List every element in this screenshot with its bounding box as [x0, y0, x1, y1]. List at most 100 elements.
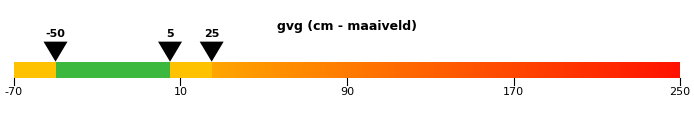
Bar [593, 62, 594, 78]
Bar [303, 62, 304, 78]
Bar [244, 62, 246, 78]
Bar [56, 62, 170, 78]
Bar [459, 62, 460, 78]
Bar [598, 62, 599, 78]
Bar [555, 62, 557, 78]
Bar [413, 62, 415, 78]
Bar [213, 62, 215, 78]
Bar [449, 62, 450, 78]
Bar [248, 62, 249, 78]
Bar [384, 62, 385, 78]
Bar [279, 62, 280, 78]
Bar [507, 62, 509, 78]
Bar [585, 62, 586, 78]
Text: 5: 5 [167, 29, 174, 39]
Bar [380, 62, 382, 78]
Bar [496, 62, 498, 78]
Bar [398, 62, 399, 78]
Bar [575, 62, 577, 78]
Bar [610, 62, 611, 78]
Bar [365, 62, 366, 78]
Bar [321, 62, 323, 78]
Bar [554, 62, 555, 78]
Bar [343, 62, 344, 78]
Bar [226, 62, 228, 78]
Bar [515, 62, 516, 78]
Bar [668, 62, 669, 78]
Bar [304, 62, 305, 78]
Bar [412, 62, 413, 78]
Bar [228, 62, 229, 78]
Bar [230, 62, 232, 78]
Bar [362, 62, 363, 78]
Bar [643, 62, 644, 78]
Bar [580, 62, 582, 78]
Bar [524, 62, 525, 78]
Bar [513, 62, 515, 78]
Bar [393, 62, 394, 78]
Bar [548, 62, 549, 78]
Bar [611, 62, 613, 78]
Bar [441, 62, 443, 78]
Bar [546, 62, 548, 78]
Polygon shape [44, 42, 67, 62]
Bar [438, 62, 440, 78]
Bar [491, 62, 493, 78]
Bar [444, 62, 446, 78]
Bar [382, 62, 384, 78]
Polygon shape [158, 42, 182, 62]
Bar [490, 62, 491, 78]
Bar [288, 62, 290, 78]
Bar [378, 62, 379, 78]
Text: 170: 170 [503, 87, 524, 97]
Bar [623, 62, 624, 78]
Bar [274, 62, 276, 78]
Bar [301, 62, 303, 78]
Bar [486, 62, 488, 78]
Bar [218, 62, 219, 78]
Bar [258, 62, 260, 78]
Bar [463, 62, 465, 78]
Bar [418, 62, 419, 78]
Bar [636, 62, 638, 78]
Bar [400, 62, 403, 78]
Bar [634, 62, 635, 78]
Bar [435, 62, 437, 78]
Bar [240, 62, 242, 78]
Bar [535, 62, 536, 78]
Bar [437, 62, 438, 78]
Bar [552, 62, 554, 78]
Bar [590, 62, 591, 78]
Bar [485, 62, 486, 78]
Bar [527, 62, 529, 78]
Bar [619, 62, 621, 78]
Bar [330, 62, 332, 78]
Bar [534, 62, 535, 78]
Bar [468, 62, 469, 78]
Bar [290, 62, 291, 78]
Bar [632, 62, 634, 78]
Bar [319, 62, 321, 78]
Bar [519, 62, 521, 78]
Bar [679, 62, 680, 78]
Bar [358, 62, 360, 78]
Bar [296, 62, 298, 78]
Bar [257, 62, 259, 78]
Bar [579, 62, 580, 78]
Bar [338, 62, 340, 78]
Bar [518, 62, 519, 78]
Bar [498, 62, 499, 78]
Bar [396, 62, 398, 78]
Bar [235, 62, 237, 78]
Text: 10: 10 [174, 87, 187, 97]
Bar [285, 62, 287, 78]
Bar [416, 62, 418, 78]
Bar [538, 62, 540, 78]
Bar [415, 62, 416, 78]
Bar [425, 62, 428, 78]
Text: 25: 25 [204, 29, 219, 39]
Bar [310, 62, 312, 78]
Bar [391, 62, 393, 78]
Bar [454, 62, 455, 78]
Bar [604, 62, 605, 78]
